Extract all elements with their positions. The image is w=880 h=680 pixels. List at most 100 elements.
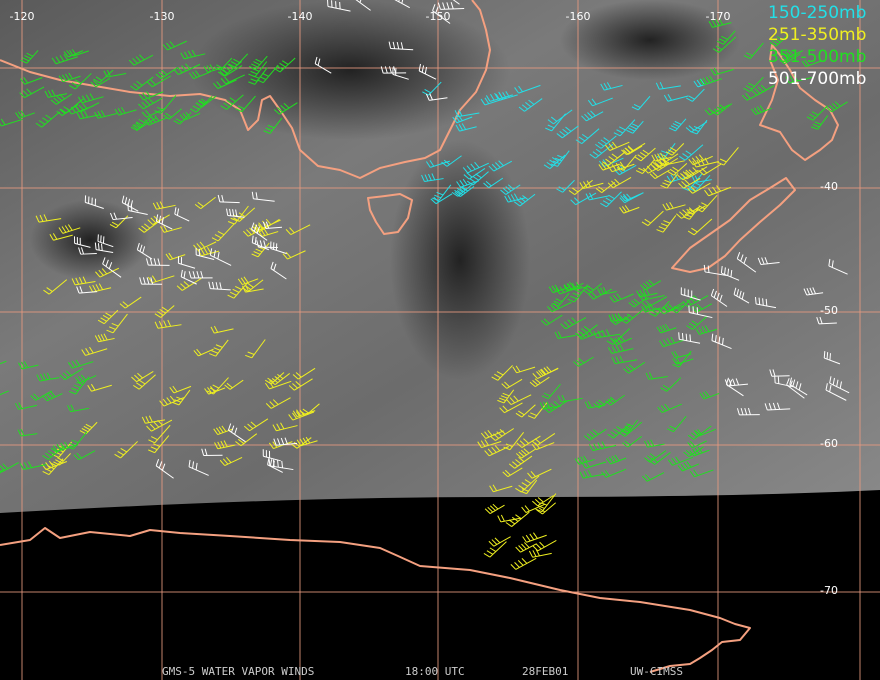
barb-tick xyxy=(219,282,222,290)
wind-barb xyxy=(180,269,197,285)
barb-tick xyxy=(769,369,773,377)
barb-tick xyxy=(649,312,656,317)
wind-barb xyxy=(678,177,701,189)
barb-tick xyxy=(672,358,678,365)
barb-tick xyxy=(619,355,624,363)
barb-tick xyxy=(144,99,151,106)
barb-tick xyxy=(251,253,259,258)
barb-tick xyxy=(505,91,510,98)
barb-tick xyxy=(535,543,542,550)
barb-tick xyxy=(221,425,227,432)
wind-barb xyxy=(541,383,561,400)
barb-tick xyxy=(59,55,65,62)
barb-tick xyxy=(741,292,745,300)
barb-tick xyxy=(101,268,108,275)
barb-tick xyxy=(521,104,528,110)
barb-tick xyxy=(699,78,704,86)
barb-tick xyxy=(624,205,630,212)
wind-barb xyxy=(528,549,552,558)
barb-tick xyxy=(532,373,538,379)
barb-tick xyxy=(715,19,720,26)
wind-barb xyxy=(14,402,37,410)
wind-barb xyxy=(672,350,692,368)
wind-barb xyxy=(87,383,112,392)
barb-tick xyxy=(765,298,768,307)
barb-tick xyxy=(477,441,482,448)
barb-tick xyxy=(283,102,290,109)
barb-tick xyxy=(498,397,506,402)
barb-tick xyxy=(540,502,548,506)
barb-tick xyxy=(645,288,650,296)
barb-tick xyxy=(502,405,509,412)
barb-tick xyxy=(136,80,143,86)
barb-tick xyxy=(641,302,648,309)
barb-tick xyxy=(682,153,689,158)
barb-tick xyxy=(575,139,583,145)
barb-tick xyxy=(543,401,547,409)
wind-barb xyxy=(421,173,444,182)
wind-barb xyxy=(622,145,643,155)
barb-tick xyxy=(55,459,62,464)
wind-barb xyxy=(69,49,89,57)
barb-tick xyxy=(162,398,168,405)
barb-tick xyxy=(764,257,769,264)
barb-tick xyxy=(502,392,510,397)
wind-barb xyxy=(292,409,316,418)
barb-tick xyxy=(679,155,686,161)
barb-tick xyxy=(272,399,279,405)
barb-tick xyxy=(498,93,504,100)
barb-tick xyxy=(584,401,589,409)
barb-tick xyxy=(204,388,210,395)
wind-barb xyxy=(698,163,722,176)
barb-tick xyxy=(554,331,559,339)
barb-tick xyxy=(195,102,203,107)
barb-tick xyxy=(521,488,529,492)
barb-tick xyxy=(302,408,309,414)
barb-staff xyxy=(452,0,460,5)
barb-tick xyxy=(684,213,692,218)
barb-tick xyxy=(166,42,172,49)
barb-tick xyxy=(47,90,53,97)
barb-tick xyxy=(624,425,632,430)
barb-tick xyxy=(676,213,682,219)
barb-tick xyxy=(138,118,146,124)
barb-tick xyxy=(396,41,400,50)
barb-tick xyxy=(642,289,647,296)
barb-tick xyxy=(712,48,720,53)
wind-barb xyxy=(209,339,229,357)
barb-tick xyxy=(262,220,268,227)
barb-tick xyxy=(784,55,791,61)
wind-barb xyxy=(155,459,174,479)
barb-tick xyxy=(828,258,831,266)
wind-barb xyxy=(213,425,234,436)
barb-tick xyxy=(759,105,765,112)
barb-tick xyxy=(557,395,562,403)
barb-tick xyxy=(611,455,617,463)
wind-barb xyxy=(269,373,290,386)
barb-tick xyxy=(146,277,150,285)
barb-tick xyxy=(486,550,494,555)
wind-barb xyxy=(499,402,523,414)
barb-tick xyxy=(545,127,552,132)
barb-tick xyxy=(713,290,717,298)
barb-tick xyxy=(237,105,245,110)
barb-tick xyxy=(618,431,626,437)
barb-tick xyxy=(624,440,631,446)
barb-tick xyxy=(598,186,605,192)
barb-tick xyxy=(616,293,622,300)
barb-tick xyxy=(392,41,396,49)
barb-tick xyxy=(484,439,489,446)
barb-tick xyxy=(595,188,603,193)
barb-tick xyxy=(199,241,205,248)
wind-barb xyxy=(688,305,713,319)
wind-barb xyxy=(600,82,623,91)
wind-barb xyxy=(769,34,789,47)
barb-tick xyxy=(684,179,690,185)
barb-tick xyxy=(605,400,612,406)
wind-barb xyxy=(515,475,540,493)
wind-barb xyxy=(712,36,737,53)
barb-tick xyxy=(645,300,651,307)
wind-barb xyxy=(94,242,114,254)
barb-tick xyxy=(584,330,590,337)
barb-tick xyxy=(672,123,680,128)
